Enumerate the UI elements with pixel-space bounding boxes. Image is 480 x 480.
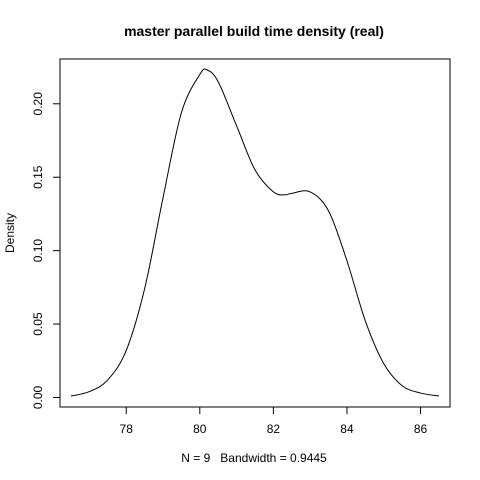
y-tick-label: 0.20 — [31, 92, 45, 116]
x-tick-label: 84 — [340, 422, 354, 436]
x-tick-label: 78 — [120, 422, 134, 436]
x-axis-label: N = 9 Bandwidth = 0.9445 — [181, 451, 327, 465]
x-tick-label: 82 — [267, 422, 281, 436]
x-axis: 78 80 82 84 86 — [120, 407, 428, 436]
y-axis-label: Density — [3, 213, 17, 253]
y-tick-label: 0.15 — [31, 165, 45, 189]
y-tick-label: 0.10 — [31, 239, 45, 263]
y-axis: 0.00 0.05 0.10 0.15 0.20 — [31, 92, 60, 409]
plot-box — [60, 59, 450, 407]
chart-title: master parallel build time density (real… — [124, 23, 384, 39]
y-tick-label: 0.00 — [31, 385, 45, 409]
x-tick-label: 80 — [193, 422, 207, 436]
y-tick-label: 0.05 — [31, 312, 45, 336]
x-tick-label: 86 — [414, 422, 428, 436]
density-series-line — [71, 69, 439, 396]
